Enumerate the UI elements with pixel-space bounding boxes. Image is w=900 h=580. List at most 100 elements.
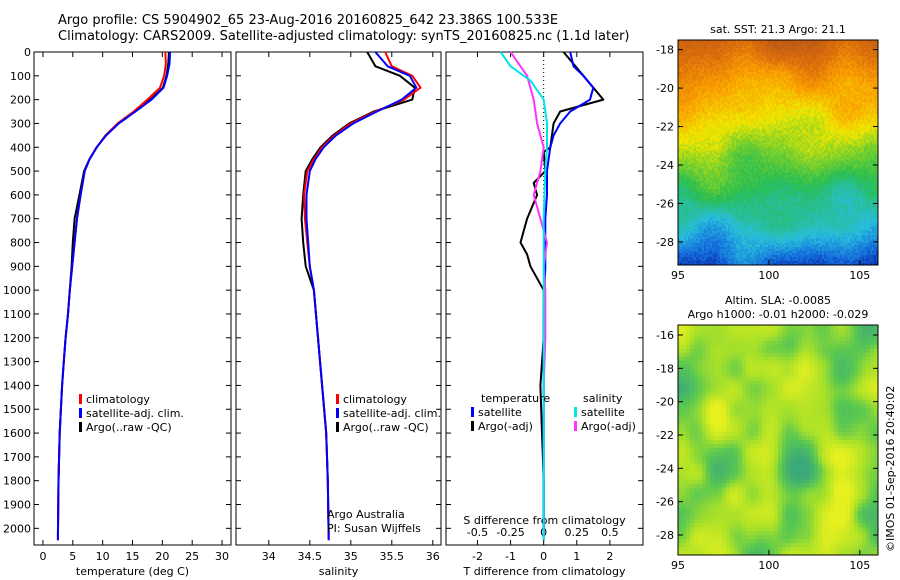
map-cell	[680, 82, 683, 85]
map-cell	[712, 78, 715, 81]
map-cell	[680, 100, 683, 103]
map-cell	[764, 132, 767, 135]
map-cell	[840, 50, 843, 53]
map-cell	[696, 110, 699, 113]
map-cell	[760, 112, 763, 115]
map-cell	[714, 44, 717, 47]
map-cell	[746, 76, 749, 79]
map-cell	[702, 128, 705, 131]
map-cell	[858, 124, 861, 127]
map-cell	[768, 90, 771, 93]
map-cell	[760, 132, 763, 135]
map-cell	[854, 62, 857, 65]
map-cell	[754, 128, 757, 131]
map-cell	[698, 58, 701, 61]
map-cell	[686, 60, 689, 63]
map-cell	[832, 100, 835, 103]
map-cell	[780, 94, 783, 97]
map-cell	[770, 94, 773, 97]
map-cell	[730, 82, 733, 85]
map-cell	[742, 78, 745, 81]
map-cell	[838, 84, 841, 87]
map-cell	[796, 70, 799, 73]
map-cell	[830, 120, 833, 123]
map-cell	[684, 64, 687, 67]
map-cell	[814, 78, 817, 81]
map-cell	[780, 132, 783, 135]
map-cell	[796, 116, 799, 119]
map-cell	[842, 54, 845, 57]
map-cell	[856, 88, 859, 91]
map-cell	[838, 102, 841, 105]
map-cell	[792, 48, 795, 51]
map-cell	[684, 40, 687, 43]
map-cell	[746, 92, 749, 95]
map-cell	[850, 44, 853, 47]
map-cell	[758, 48, 761, 51]
map-cell	[868, 100, 871, 103]
map-cell	[840, 96, 843, 99]
map-cell	[756, 54, 759, 57]
map-cell	[742, 122, 745, 125]
map-cell	[748, 84, 751, 87]
map-cell	[774, 122, 777, 125]
map-cell	[812, 88, 815, 91]
map-cell	[788, 124, 791, 127]
map-cell	[846, 104, 849, 107]
map-cell	[770, 118, 773, 121]
map-cell	[842, 118, 845, 121]
map-cell	[870, 128, 873, 131]
map-cell	[838, 56, 841, 59]
map-cell	[774, 124, 777, 127]
map-cell	[706, 112, 709, 115]
map-cell	[868, 124, 871, 127]
map-cell	[874, 66, 877, 69]
map-cell	[750, 90, 753, 93]
map-cell	[816, 66, 819, 69]
map-cell	[864, 62, 867, 65]
map-cell	[798, 62, 801, 65]
map-cell	[798, 42, 801, 45]
map-cell	[858, 88, 861, 91]
map-cell	[688, 72, 691, 75]
map-cell	[808, 66, 811, 69]
map-cell	[748, 112, 751, 115]
map-cell	[866, 72, 869, 75]
map-cell	[790, 50, 793, 53]
map-cell	[806, 94, 809, 97]
map-cell	[750, 86, 753, 89]
map-cell	[678, 120, 681, 123]
map-cell	[824, 58, 827, 61]
map-cell	[834, 44, 837, 47]
map-cell	[798, 126, 801, 129]
map-cell	[858, 52, 861, 55]
map-cell	[704, 120, 707, 123]
map-cell	[706, 44, 709, 47]
map-cell	[712, 86, 715, 89]
legend-swatch	[79, 422, 82, 432]
map-cell	[836, 68, 839, 71]
map-cell	[678, 56, 681, 59]
map-cell	[856, 108, 859, 111]
map-cell	[876, 132, 879, 135]
map-cell	[704, 114, 707, 117]
map-cell	[808, 90, 811, 93]
map-cell	[754, 52, 757, 55]
map-cell	[758, 132, 761, 135]
map-cell	[794, 78, 797, 81]
map-cell	[736, 108, 739, 111]
map-cell	[836, 108, 839, 111]
map-cell	[726, 114, 729, 117]
map-cell	[694, 56, 697, 59]
map-cell	[700, 80, 703, 83]
map-cell	[820, 78, 823, 81]
map-cell	[778, 62, 781, 65]
map-cell	[738, 116, 741, 119]
map-cell	[678, 108, 681, 111]
map-cell	[806, 112, 809, 115]
map-cell	[818, 54, 821, 57]
map-cell	[790, 72, 793, 75]
map-cell	[820, 44, 823, 47]
map-cell	[858, 44, 861, 47]
map-cell	[854, 92, 857, 95]
